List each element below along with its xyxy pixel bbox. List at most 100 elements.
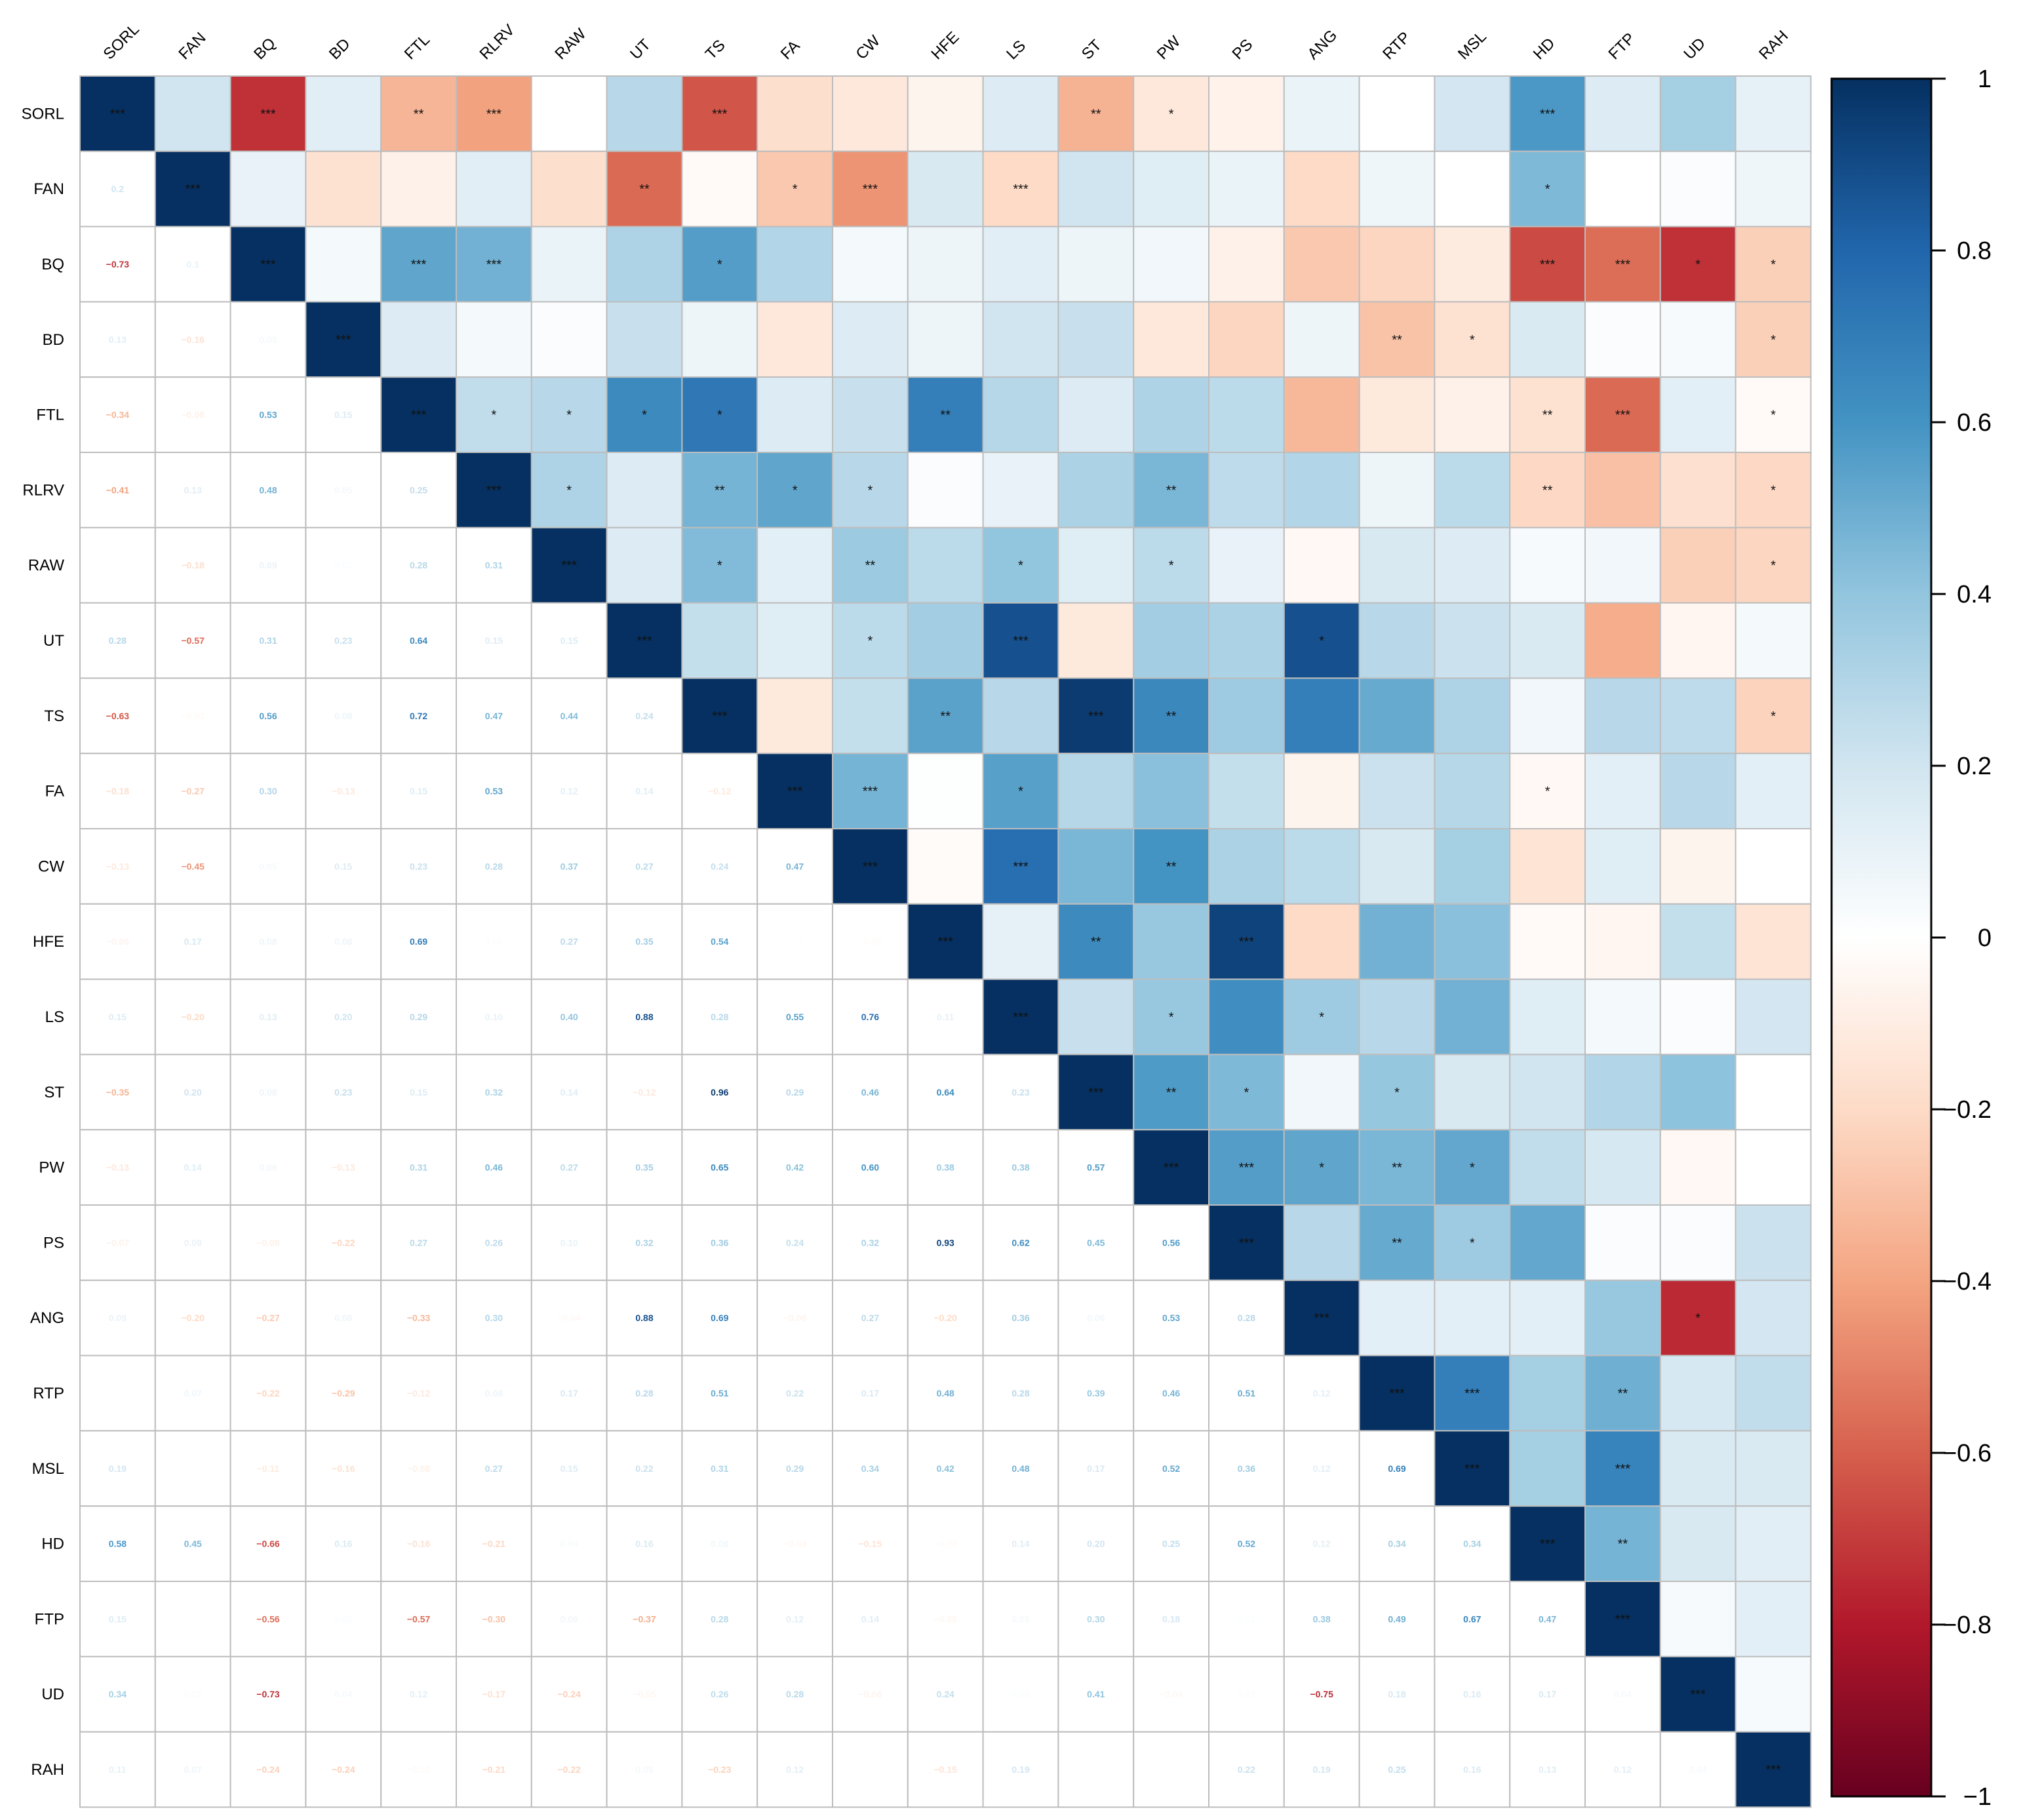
cell-UD-ST bbox=[1057, 1655, 1135, 1733]
corr-value-RAH-HFE: −0.15 bbox=[933, 1764, 957, 1775]
cell-PW-PS bbox=[1208, 1129, 1285, 1206]
cell-TS-FTP bbox=[1584, 677, 1661, 755]
cell-HD-MSL bbox=[1434, 1505, 1511, 1582]
corr-value-FTP-SORL: 0.15 bbox=[109, 1613, 127, 1624]
cell-TS-FA bbox=[756, 677, 833, 755]
significance-SORL-FTL: ** bbox=[414, 107, 424, 121]
cell-UD-HFE bbox=[907, 1655, 984, 1733]
cell-UT-FAN bbox=[154, 602, 231, 679]
cell-PS-HD bbox=[1509, 1204, 1586, 1281]
cell-PW-FA bbox=[756, 1129, 833, 1206]
colorbar-tick-label: −0.2 bbox=[1942, 1096, 1992, 1124]
cell-TS-HD bbox=[1509, 677, 1586, 755]
cell-ST-MSL bbox=[1434, 1054, 1511, 1131]
row-label-LS: LS bbox=[45, 1008, 64, 1026]
cell-RAW-RAH bbox=[1735, 526, 1812, 604]
cell-PS-TS bbox=[681, 1204, 758, 1281]
significance-RLRV-RLRV: *** bbox=[486, 483, 502, 498]
cell-RAH-PW bbox=[1133, 1731, 1209, 1808]
corr-value-RTP-FA: 0.22 bbox=[786, 1388, 804, 1398]
corr-value-LS-FAN: −0.20 bbox=[181, 1012, 205, 1022]
significance-ST-PW: ** bbox=[1166, 1086, 1177, 1100]
cell-CW-BQ bbox=[229, 828, 307, 905]
row-labels: SORL FAN BQ BD FTL RLRV RAW UT TS FA CW HFE LS ST PW PS… bbox=[22, 105, 65, 1779]
significance-LS-LS: *** bbox=[1013, 1010, 1029, 1025]
cell-PW-CW bbox=[832, 1129, 909, 1206]
cell-FTL-UT bbox=[606, 376, 683, 454]
corr-value-ANG-CW: 0.27 bbox=[861, 1313, 879, 1323]
cell-LS-HD bbox=[1509, 978, 1586, 1056]
cell-PW-HD bbox=[1509, 1129, 1586, 1206]
corr-value-HD-PW: 0.25 bbox=[1162, 1539, 1180, 1549]
cell-MSL-TS bbox=[681, 1430, 758, 1507]
cell-RAH-HFE bbox=[907, 1731, 984, 1808]
cell-BD-LS bbox=[982, 301, 1059, 378]
cell-BD-CW bbox=[832, 301, 909, 378]
corr-value-ANG-UT: 0.88 bbox=[635, 1313, 653, 1323]
cell-RAH-CW bbox=[832, 1731, 909, 1808]
cell-RAH-FA bbox=[756, 1731, 833, 1808]
cell-PS-RLRV bbox=[456, 1204, 532, 1281]
corr-value-UD-RLRV: −0.17 bbox=[482, 1689, 506, 1699]
cell-ST-UT bbox=[606, 1054, 683, 1131]
cell-ANG-LS bbox=[982, 1279, 1059, 1356]
cell-RLRV-PS bbox=[1208, 452, 1285, 528]
cell-UT-FA bbox=[756, 602, 833, 679]
cell-UD-RAH bbox=[1735, 1655, 1812, 1733]
cell-HFE-MSL bbox=[1434, 903, 1511, 980]
heatmap-grid: *** *** ** *** *** ** * ***0.2 *** ** * *** *** *−0.7… bbox=[79, 75, 1812, 1808]
corr-value-HD-BD: 0.16 bbox=[334, 1539, 352, 1549]
col-label-PW: PW bbox=[1154, 33, 1185, 64]
col-label-RAH: RAH bbox=[1756, 27, 1792, 63]
corr-value-FTP-RLRV: −0.30 bbox=[482, 1613, 506, 1624]
cell-MSL-ST bbox=[1057, 1430, 1135, 1507]
cell-RLRV-FTP bbox=[1584, 452, 1661, 528]
corr-value-ST-FTL: 0.15 bbox=[410, 1087, 427, 1098]
corr-value-ST-TS: 0.96 bbox=[711, 1087, 728, 1098]
corr-value-RLRV-SORL: −0.41 bbox=[106, 485, 130, 495]
cell-ST-HD bbox=[1509, 1054, 1586, 1131]
cell-RLRV-RLRV bbox=[456, 452, 532, 528]
corr-value-RAH-RLRV: −0.21 bbox=[482, 1764, 506, 1775]
cell-CW-HFE bbox=[907, 828, 984, 905]
cell-TS-RAH bbox=[1735, 677, 1812, 755]
corr-value-ANG-SORL: 0.09 bbox=[109, 1313, 127, 1323]
corr-value-LS-FA: 0.55 bbox=[786, 1012, 804, 1022]
corr-value-HFE-CW: −0.02 bbox=[859, 936, 882, 947]
cell-LS-CW bbox=[832, 978, 909, 1056]
significance-BQ-BQ: *** bbox=[260, 258, 276, 272]
corr-value-FA-FAN: −0.27 bbox=[181, 786, 205, 797]
cell-RTP-FAN bbox=[154, 1355, 231, 1432]
cell-FA-TS bbox=[681, 753, 758, 829]
cell-HFE-TS bbox=[681, 903, 758, 980]
cell-RAH-BD bbox=[305, 1731, 382, 1808]
cell-BD-RLRV bbox=[456, 301, 532, 378]
cell-MSL-UT bbox=[606, 1430, 683, 1507]
corr-value-UD-HFE: 0.24 bbox=[937, 1689, 954, 1699]
cell-RAH-UT bbox=[606, 1731, 683, 1808]
cell-FA-ANG bbox=[1283, 753, 1360, 829]
corr-value-RAH-FA: 0.12 bbox=[786, 1764, 804, 1775]
cell-MSL-FTL bbox=[380, 1430, 458, 1507]
colorbar-tick-label: −0.8 bbox=[1942, 1612, 1992, 1639]
row-label-BD: BD bbox=[43, 331, 64, 349]
corr-value-RTP-HFE: 0.48 bbox=[937, 1388, 954, 1398]
cell-PW-RAH bbox=[1735, 1129, 1812, 1206]
cell-TS-UT bbox=[606, 677, 683, 755]
corr-value-ANG-PS: 0.28 bbox=[1238, 1313, 1255, 1323]
corr-value-RAW-BD: 0.02 bbox=[334, 560, 352, 570]
corr-value-RAW-SORL: 0.01 bbox=[109, 560, 127, 570]
cell-RLRV-BD bbox=[305, 452, 382, 528]
cell-CW-ANG bbox=[1283, 828, 1360, 905]
cell-UT-PW bbox=[1133, 602, 1209, 679]
cell-BD-PS bbox=[1208, 301, 1285, 378]
col-label-ANG: ANG bbox=[1304, 26, 1341, 63]
corr-value-HD-FAN: 0.45 bbox=[184, 1539, 202, 1549]
corr-value-ANG-HFE: −0.20 bbox=[933, 1313, 957, 1323]
significance-FTL-HFE: ** bbox=[940, 408, 951, 423]
significance-UT-ANG: * bbox=[1319, 634, 1324, 648]
cell-SORL-UD bbox=[1659, 75, 1737, 152]
cell-UT-ST bbox=[1057, 602, 1135, 679]
corr-value-RAH-MSL: 0.16 bbox=[1463, 1764, 1481, 1775]
